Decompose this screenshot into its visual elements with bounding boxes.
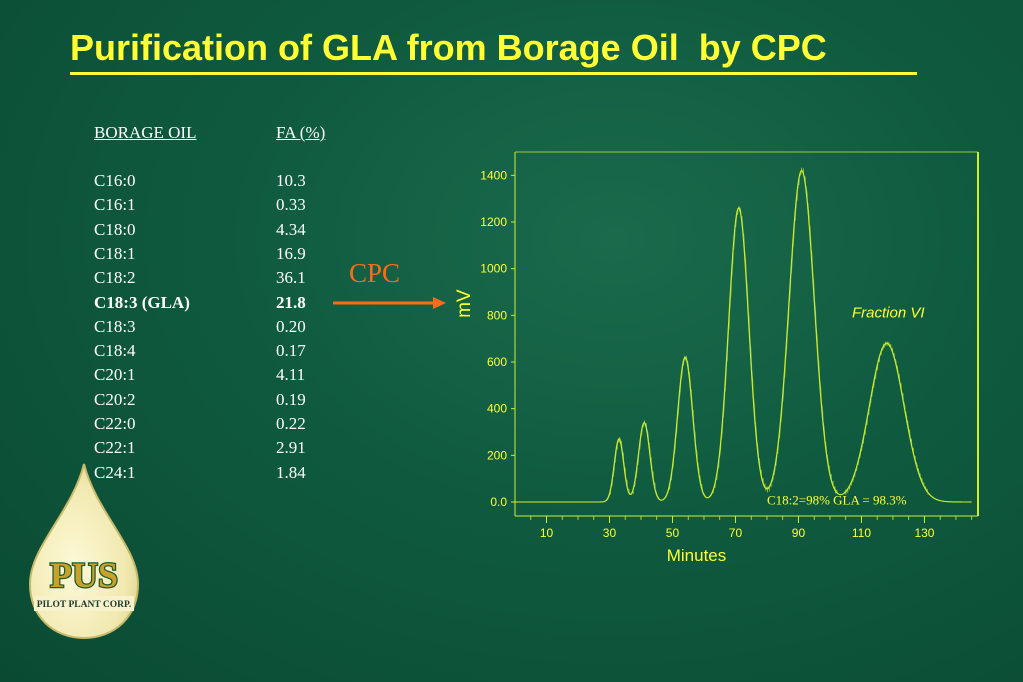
x-tick-label: 110 xyxy=(852,526,871,540)
table-row: C18:1 16.9 xyxy=(94,242,354,266)
y-tick-label: 800 xyxy=(487,308,507,322)
table-row: C24:1 1.84 xyxy=(94,461,354,485)
slide-title: Purification of GLA from Borage Oil by C… xyxy=(70,27,827,68)
fatty-acid-percent: 0.19 xyxy=(276,389,306,409)
y-tick-label: 0.0 xyxy=(490,495,507,509)
table-row: C18:4 0.17 xyxy=(94,339,354,363)
fatty-acid-name: C22:0 xyxy=(94,414,136,433)
logo-letters: PUS xyxy=(50,555,118,595)
table-row: C16:0 10.3 xyxy=(94,169,354,193)
fatty-acid-percent: 4.11 xyxy=(276,365,306,385)
x-axis-label: Minutes xyxy=(667,546,727,565)
fatty-acid-percent: 0.20 xyxy=(276,316,306,336)
table-header-row: BORAGE OIL FA (%) xyxy=(94,121,354,145)
fatty-acid-percent: 0.22 xyxy=(276,414,306,433)
cpc-arrow-icon xyxy=(333,297,446,309)
fatty-acid-name: C18:4 xyxy=(94,341,136,361)
fatty-acid-percent: 2.91 xyxy=(276,438,306,458)
y-axis-label: mV xyxy=(454,289,475,318)
purity-annotation: C18:2=98% GLA = 98.3% xyxy=(767,492,907,507)
y-tick-label: 400 xyxy=(487,402,507,416)
table-row: C22:1 2.91 xyxy=(94,436,354,460)
table-row: C20:2 0.19 xyxy=(94,388,354,412)
y-tick-label: 1200 xyxy=(480,215,507,229)
y-tick-label: 200 xyxy=(487,448,507,462)
fatty-acid-name: C18:0 xyxy=(94,219,136,239)
fatty-acid-percent: 21.8 xyxy=(276,292,306,312)
pilot-plant-corp-logo: PUS PILOT PLANT CORP. xyxy=(28,463,140,640)
table-row: C18:3 (GLA) 21.8 xyxy=(94,291,354,315)
chromatogram-trace-noise xyxy=(515,167,972,503)
fatty-acid-percent: 36.1 xyxy=(276,268,306,288)
table-row: C22:0 0.22 xyxy=(94,412,354,436)
table-row: C16:1 0.33 xyxy=(94,193,354,217)
x-tick-label: 130 xyxy=(914,526,934,540)
x-tick-label: 90 xyxy=(792,526,806,540)
fatty-acid-percent: 10.3 xyxy=(276,171,306,190)
fatty-acid-name: C18:1 xyxy=(94,243,136,263)
y-tick-label: 1400 xyxy=(480,168,507,182)
table-row: C18:2 36.1 xyxy=(94,266,354,290)
fatty-acid-percent: 0.33 xyxy=(276,195,306,215)
fatty-acid-percent: 16.9 xyxy=(276,243,306,263)
table-row: C18:3 0.20 xyxy=(94,315,354,339)
y-tick-label: 600 xyxy=(487,355,507,369)
logo-caption: PILOT PLANT CORP. xyxy=(37,600,132,610)
y-tick-label: 1000 xyxy=(480,262,507,276)
x-tick-label: 10 xyxy=(540,526,554,540)
header-borage-oil: BORAGE OIL xyxy=(94,123,197,142)
chromatogram-chart: 0.0 200 400 600 800 1000 1200 1400 10 30 50 70 90 110… xyxy=(454,151,979,565)
fatty-acid-percent: 4.34 xyxy=(276,219,306,239)
fatty-acid-name: C24:1 xyxy=(94,462,136,482)
fatty-acid-name: C18:3 (GLA) xyxy=(94,292,190,312)
header-fa-percent: FA (%) xyxy=(276,123,326,142)
table-row: C20:1 4.11 xyxy=(94,363,354,387)
fatty-acid-name: C22:1 xyxy=(94,438,136,458)
title-underline xyxy=(70,72,917,75)
table-row: C18:0 4.34 xyxy=(94,218,354,242)
fraction-label: Fraction VI xyxy=(852,305,925,322)
fatty-acid-name: C20:2 xyxy=(94,389,136,409)
chromatogram-trace xyxy=(515,170,972,503)
cpc-label: CPC xyxy=(349,258,401,288)
fatty-acid-name: C16:1 xyxy=(94,195,136,215)
x-tick-label: 70 xyxy=(729,526,743,540)
logo-caption-band xyxy=(34,596,134,611)
fatty-acid-name: C16:0 xyxy=(94,171,136,190)
x-tick-label: 30 xyxy=(603,526,617,540)
fatty-acid-percent: 1.84 xyxy=(276,462,306,482)
x-tick-label: 50 xyxy=(666,526,680,540)
fatty-acid-percent: 0.17 xyxy=(276,341,306,361)
fatty-acid-name: C18:3 xyxy=(94,316,136,336)
oil-drop-icon xyxy=(28,463,140,640)
fatty-acid-name: C20:1 xyxy=(94,365,136,385)
fatty-acid-name: C18:2 xyxy=(94,268,136,288)
